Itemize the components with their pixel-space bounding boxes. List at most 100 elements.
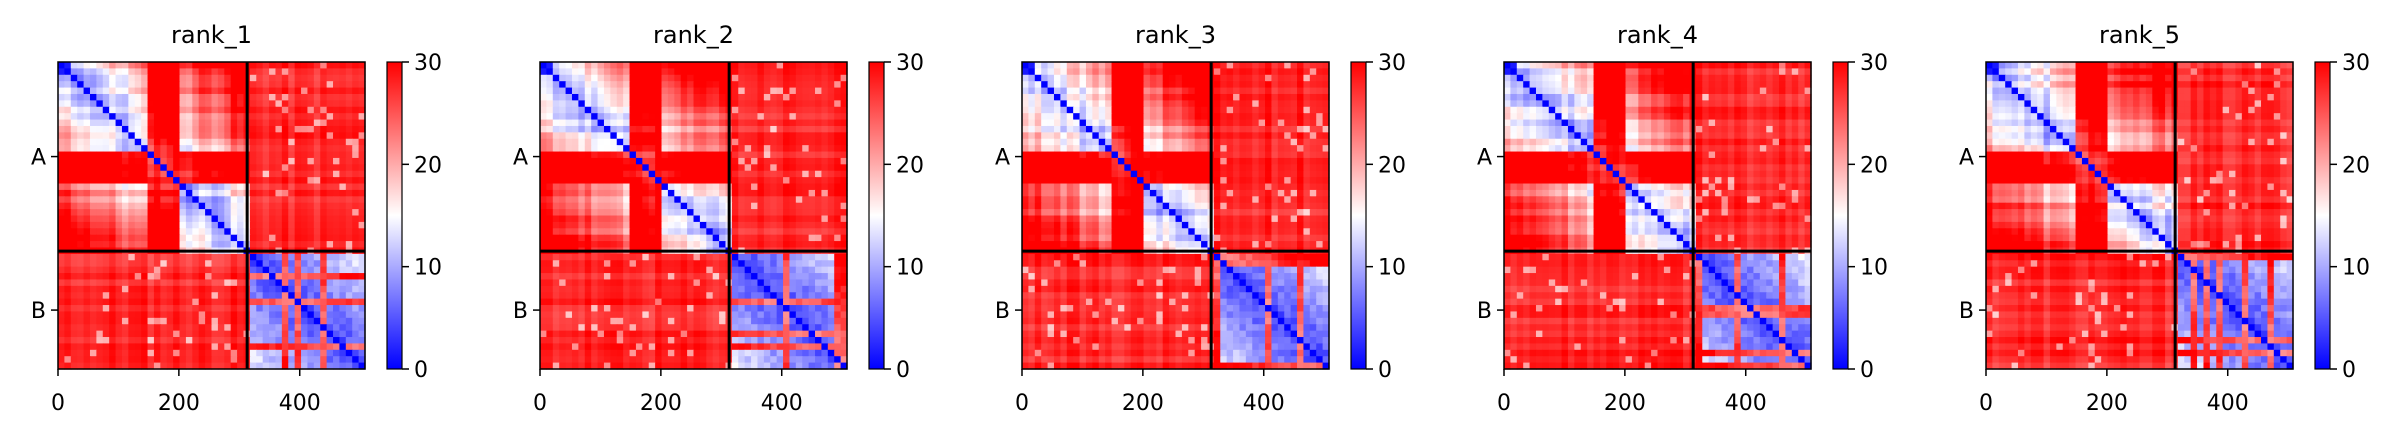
heatmap-cell xyxy=(307,305,315,313)
heatmap-cell xyxy=(1194,87,1202,95)
heatmap-cell xyxy=(629,125,637,133)
heatmap-cell xyxy=(648,311,656,319)
heatmap-cell xyxy=(763,183,771,191)
heatmap-cell xyxy=(275,298,283,306)
heatmap-cell xyxy=(1111,100,1119,108)
heatmap-cell xyxy=(294,221,302,229)
heatmap-cell xyxy=(616,93,624,101)
heatmap-cell xyxy=(1137,81,1145,89)
heatmap-cell xyxy=(642,337,650,345)
heatmap-cell xyxy=(815,356,823,364)
heatmap-cell xyxy=(333,74,341,82)
heatmap-cell xyxy=(192,202,200,210)
heatmap-cell xyxy=(185,285,193,293)
heatmap-cell xyxy=(134,196,142,204)
heatmap-cell xyxy=(699,349,707,357)
heatmap-cell xyxy=(578,189,586,197)
heatmap-cell xyxy=(776,349,784,357)
heatmap-cell xyxy=(141,343,149,351)
heatmap-cell xyxy=(352,202,360,210)
heatmap-cell xyxy=(83,170,91,178)
heatmap-cell xyxy=(173,221,181,229)
heatmap-cell xyxy=(661,356,669,364)
heatmap-cell xyxy=(821,119,829,127)
heatmap-cell xyxy=(89,113,97,121)
heatmap-cell xyxy=(667,106,675,114)
heatmap-cell xyxy=(693,93,701,101)
heatmap-cell xyxy=(173,164,181,172)
heatmap-cell xyxy=(333,132,341,140)
heatmap-cell xyxy=(1239,81,1247,89)
heatmap-cell xyxy=(629,132,637,140)
heatmap-cell xyxy=(121,273,129,281)
heatmap-cell xyxy=(680,279,688,287)
heatmap-cell xyxy=(269,324,277,332)
heatmap-cell xyxy=(281,253,289,261)
heatmap-cell xyxy=(339,93,347,101)
heatmap-cell xyxy=(706,324,714,332)
heatmap-cell xyxy=(789,119,797,127)
heatmap-cell xyxy=(719,228,727,236)
heatmap-cell xyxy=(687,202,695,210)
heatmap-cell xyxy=(795,234,803,242)
heatmap-cell xyxy=(540,356,547,364)
heatmap-cell xyxy=(147,228,155,236)
heatmap-cell xyxy=(565,74,573,82)
heatmap-cell xyxy=(559,138,567,146)
heatmap-cell xyxy=(185,157,193,165)
heatmap-cell xyxy=(294,298,302,306)
heatmap-cell xyxy=(699,279,707,287)
heatmap-cell xyxy=(269,209,277,217)
heatmap-cell xyxy=(578,170,586,178)
heatmap-cell xyxy=(333,81,341,89)
heatmap-cell xyxy=(1022,68,1029,76)
heatmap-cell xyxy=(320,177,328,185)
heatmap-cell xyxy=(821,292,829,300)
heatmap-cell xyxy=(230,330,238,338)
heatmap-cell xyxy=(185,177,193,185)
heatmap-cell xyxy=(269,221,277,229)
heatmap-cell xyxy=(840,196,848,204)
heatmap-cell xyxy=(699,164,707,172)
heatmap-cell xyxy=(623,132,631,140)
heatmap-cell xyxy=(134,349,142,357)
heatmap-cell xyxy=(584,273,592,281)
heatmap-cell xyxy=(738,209,746,217)
heatmap-cell xyxy=(712,311,720,319)
x-tick-label: 200 xyxy=(640,391,682,416)
heatmap-cell xyxy=(121,330,129,338)
heatmap-cell xyxy=(731,62,739,69)
heatmap-cell xyxy=(667,362,675,370)
heatmap-cell xyxy=(281,119,289,127)
heatmap-cell xyxy=(591,151,599,159)
heatmap-cell xyxy=(217,330,225,338)
heatmap-cell xyxy=(345,170,353,178)
heatmap-cell xyxy=(565,164,573,172)
heatmap-cell xyxy=(128,305,136,313)
heatmap-cell xyxy=(64,260,72,268)
heatmap-cell xyxy=(173,273,181,281)
heatmap-cell xyxy=(597,100,605,108)
heatmap-cell xyxy=(552,113,560,121)
heatmap-cell xyxy=(166,253,174,261)
heatmap-cell xyxy=(230,292,238,300)
heatmap-cell xyxy=(584,177,592,185)
heatmap-cell xyxy=(751,183,759,191)
heatmap-cell xyxy=(616,138,624,146)
heatmap-cell xyxy=(115,305,123,313)
heatmap-cell xyxy=(96,215,104,223)
heatmap-cell xyxy=(185,164,193,172)
heatmap-cell xyxy=(693,356,701,364)
heatmap-cell xyxy=(83,157,91,165)
heatmap-cell xyxy=(269,234,277,242)
heatmap-cell xyxy=(288,81,296,89)
heatmap-cell xyxy=(70,349,78,357)
heatmap-cell xyxy=(301,106,309,114)
heatmap-cell xyxy=(115,87,123,95)
heatmap-cell xyxy=(821,100,829,108)
heatmap-cell xyxy=(808,317,816,325)
heatmap-cell xyxy=(192,119,200,127)
heatmap-cell xyxy=(584,125,592,133)
heatmap-cell xyxy=(1271,93,1279,101)
heatmap-cell xyxy=(648,113,656,121)
